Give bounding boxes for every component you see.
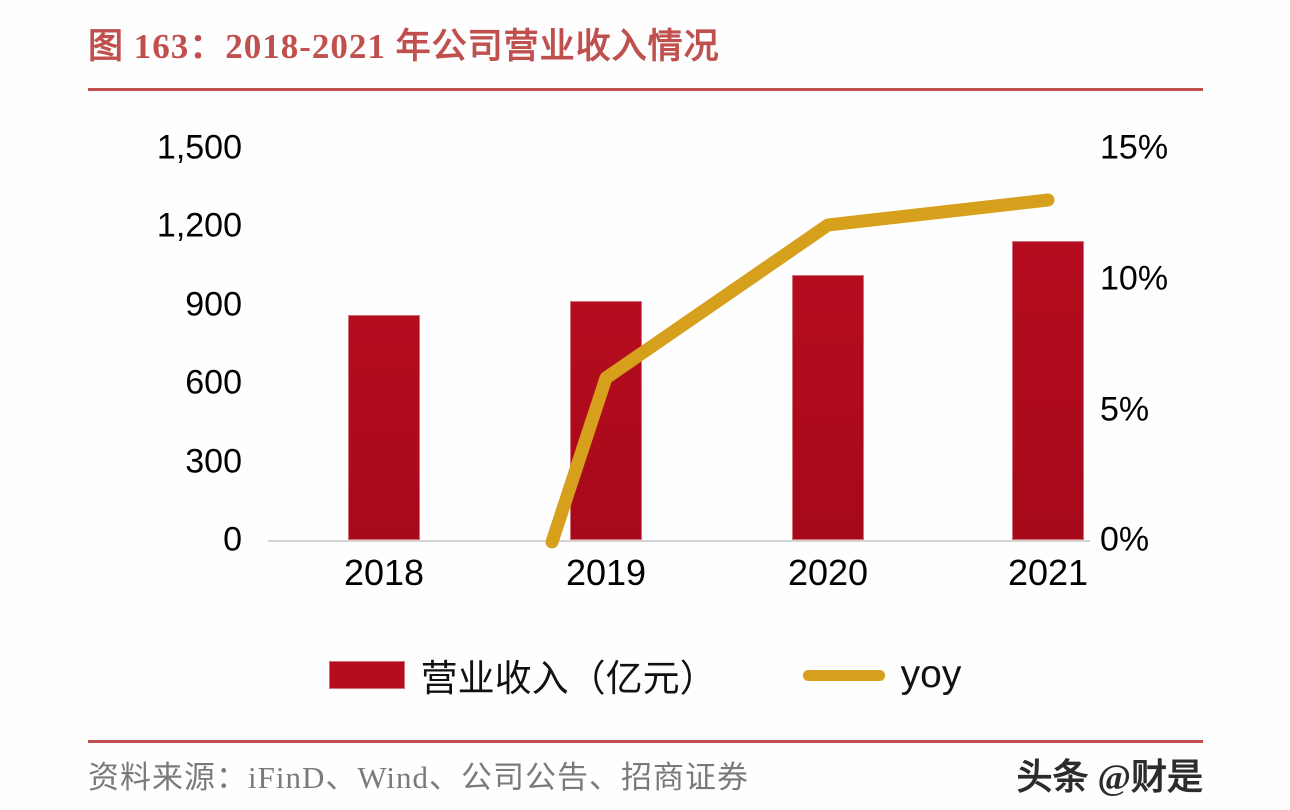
left-axis: 1,500 1,200 900 600 300 0 (92, 100, 242, 560)
right-axis-tick: 10% (1100, 259, 1169, 298)
line-swatch-icon (802, 669, 885, 681)
left-axis-tick: 1,500 (156, 128, 242, 167)
right-axis-tick: 0% (1100, 520, 1150, 559)
legend-item-revenue[interactable]: 营业收入（亿元） (328, 648, 717, 702)
left-axis-tick: 0 (223, 520, 242, 559)
left-axis-tick: 900 (185, 285, 242, 324)
legend-label-revenue: 营业收入（亿元） (420, 659, 717, 700)
bar-2021[interactable] (1012, 241, 1084, 540)
chart-legend: 营业收入（亿元） yoy (0, 640, 1290, 710)
footer-divider (88, 740, 1203, 743)
bar-swatch-icon (328, 661, 405, 689)
plot-area (268, 100, 1088, 560)
x-axis-labels: 2018 2019 2020 2021 (268, 552, 1090, 612)
figure-footer: 资料来源：iFinD、Wind、公司公告、招商证券 头条 @财是 (88, 752, 1203, 802)
bar-2019[interactable] (570, 301, 642, 540)
legend-label-yoy: yoy (900, 653, 962, 696)
left-axis-tick: 1,200 (156, 206, 242, 245)
left-axis-tick: 300 (185, 442, 242, 481)
x-axis-tick-2021: 2021 (1007, 552, 1089, 593)
x-axis-tick-2020: 2020 (787, 552, 869, 593)
bar-2018[interactable] (348, 315, 420, 540)
bar-2020[interactable] (792, 275, 864, 540)
x-axis-tick-2018: 2018 (343, 552, 425, 593)
title-divider (88, 88, 1203, 91)
chart-container: 1,500 1,200 900 600 300 0 15% 10% 5% 0% (0, 100, 1290, 620)
right-axis-tick: 5% (1100, 390, 1150, 429)
right-axis: 15% 10% 5% 0% (1100, 100, 1250, 560)
x-axis-tick-2019: 2019 (565, 552, 647, 593)
figure-title-block: 图 163：2018-2021 年公司营业收入情况 (88, 24, 1203, 90)
left-axis-tick: 600 (185, 363, 242, 402)
page-title: 图 163：2018-2021 年公司营业收入情况 (88, 27, 720, 66)
legend-item-yoy[interactable]: yoy (802, 653, 962, 697)
x-axis-baseline (268, 540, 1090, 542)
watermark-label: 头条 @财是 (1016, 757, 1204, 797)
source-note: 资料来源：iFinD、Wind、公司公告、招商证券 (88, 760, 749, 795)
right-axis-tick: 15% (1100, 128, 1169, 167)
